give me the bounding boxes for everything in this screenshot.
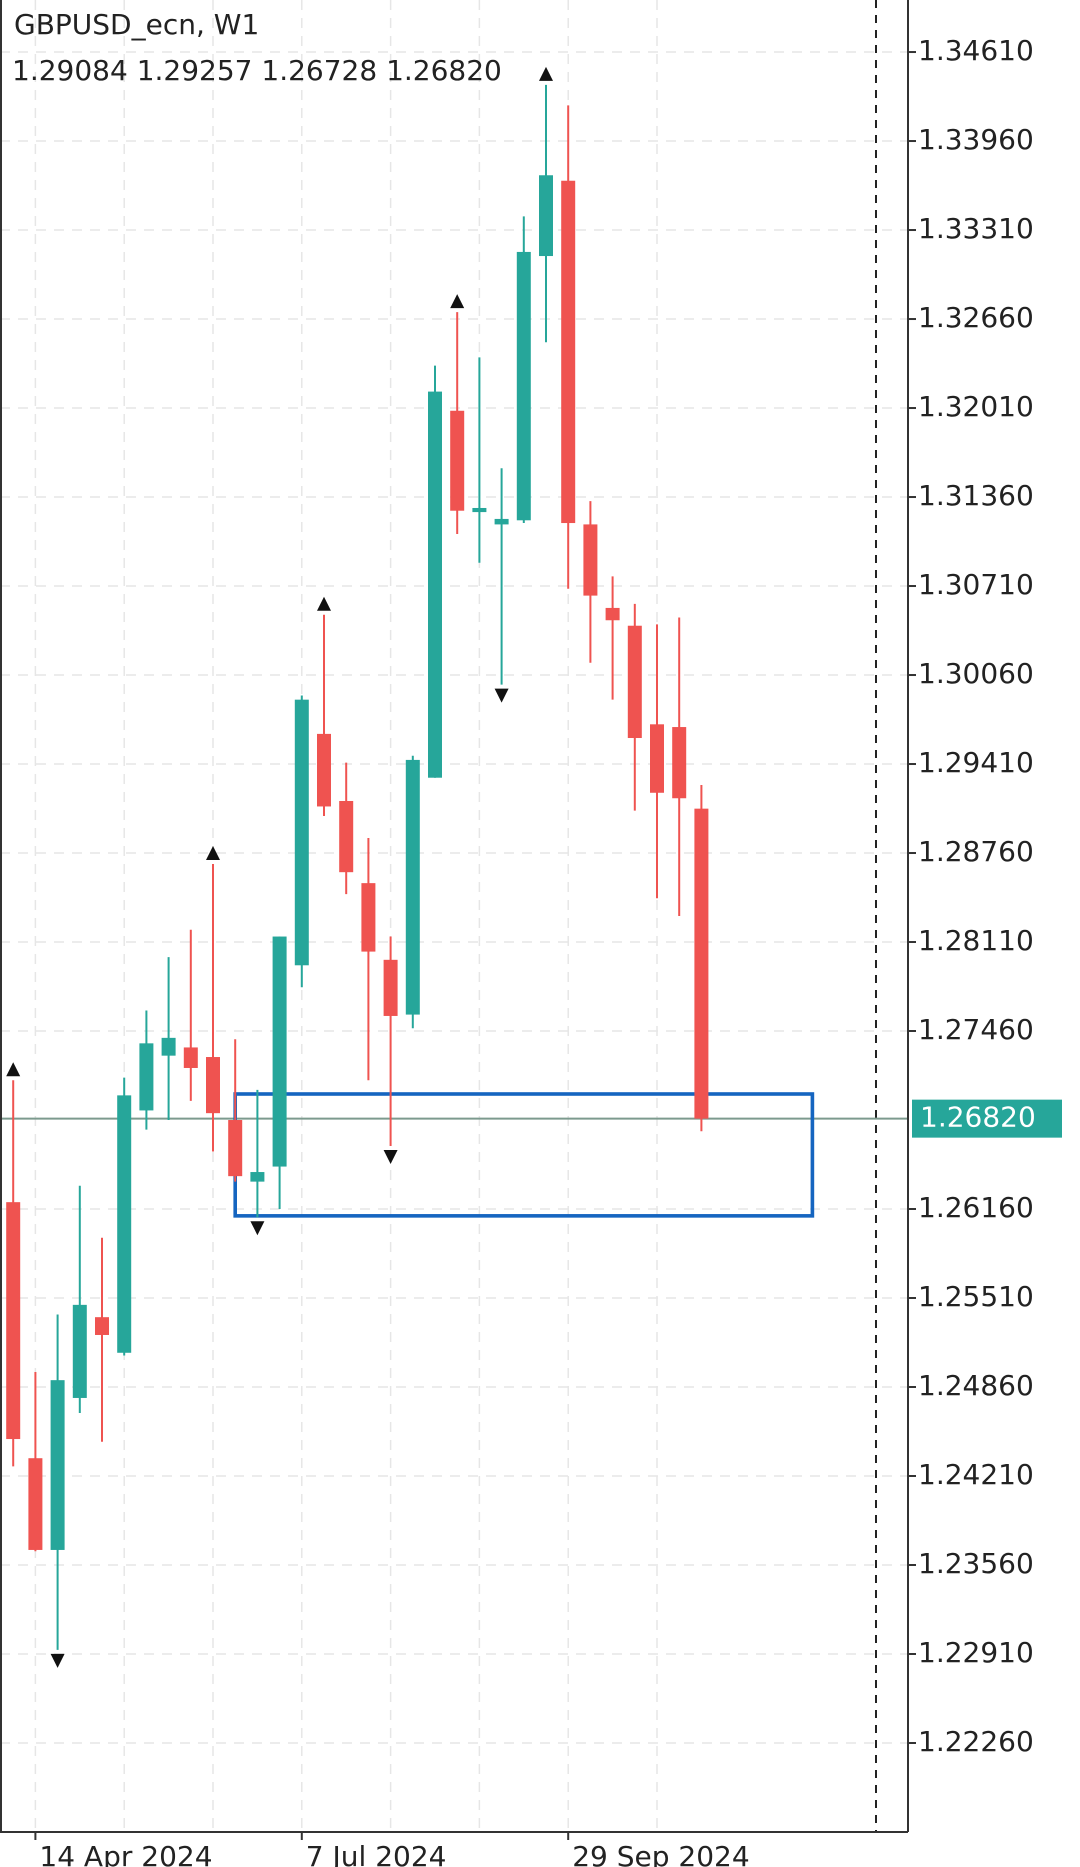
- fractal-up: [6, 1062, 21, 1077]
- fractal-down: [494, 688, 509, 703]
- candle-body: [672, 727, 687, 799]
- candle-body: [361, 883, 376, 952]
- y-tick-label: 1.31360: [918, 479, 1034, 512]
- chart-title: GBPUSD_ecn, W1: [14, 8, 259, 41]
- candle-body: [583, 524, 598, 596]
- candle-body: [117, 1095, 132, 1353]
- candle-body: [50, 1380, 65, 1550]
- x-tick-label: 14 Apr 2024: [39, 1840, 212, 1867]
- y-tick-label: 1.28760: [918, 835, 1034, 868]
- plot: [0, 0, 908, 1832]
- current-price-label: 1.26820: [920, 1101, 1036, 1134]
- candle-body: [139, 1043, 154, 1111]
- y-tick-label: 1.26160: [918, 1191, 1034, 1224]
- y-tick-label: 1.32010: [918, 390, 1034, 423]
- y-tick-label: 1.22260: [918, 1725, 1034, 1758]
- candle-body: [95, 1317, 109, 1335]
- candle-body: [494, 518, 509, 525]
- y-tick-label: 1.25510: [918, 1280, 1034, 1313]
- candle-body: [428, 391, 442, 778]
- candle-body: [627, 625, 642, 739]
- y-tick-label: 1.33960: [918, 123, 1034, 156]
- y-tick-label: 1.30060: [918, 657, 1034, 690]
- candle-body: [450, 410, 465, 511]
- y-tick-label: 1.22910: [918, 1636, 1034, 1669]
- candle-body: [317, 733, 331, 807]
- candle-body: [650, 724, 664, 793]
- candle-body: [6, 1202, 21, 1440]
- y-tick-label: 1.32660: [918, 301, 1034, 334]
- y-tick-label: 1.24210: [918, 1458, 1034, 1491]
- y-tick-label: 1.30710: [918, 568, 1034, 601]
- fractal-up: [539, 66, 553, 81]
- fractal-down: [250, 1221, 265, 1236]
- candle-body: [183, 1047, 198, 1068]
- candle-body: [161, 1037, 176, 1056]
- fractal-up: [206, 845, 220, 860]
- current-price-box: [912, 1099, 1062, 1138]
- candle-body: [272, 936, 287, 1167]
- candle-body: [516, 251, 531, 521]
- candle-body: [605, 607, 620, 621]
- x-tick-label: 7 Jul 2024: [306, 1840, 447, 1867]
- y-tick-label: 1.34610: [918, 34, 1034, 67]
- y-tick-label: 1.33310: [918, 212, 1034, 245]
- fractal-down: [50, 1653, 65, 1668]
- candle-body: [539, 175, 553, 257]
- y-tick-label: 1.27460: [918, 1013, 1034, 1046]
- y-tick-label: 1.23560: [918, 1547, 1034, 1580]
- y-tick-label: 1.24860: [918, 1369, 1034, 1402]
- y-tick-label: 1.29410: [918, 746, 1034, 779]
- ohlc-header: 1.29084 1.29257 1.26728 1.26820: [12, 54, 502, 87]
- candle-body: [228, 1120, 243, 1177]
- candle-body: [383, 959, 398, 1016]
- candle-body: [294, 699, 309, 966]
- candle-body: [694, 808, 709, 1119]
- candle-body: [561, 180, 576, 524]
- fractal-up: [317, 596, 331, 611]
- candle-body: [206, 1057, 220, 1114]
- candle-body: [405, 759, 420, 1015]
- x-tick-label: 29 Sep 2024: [572, 1840, 749, 1867]
- fractal-down: [383, 1150, 398, 1165]
- candle-body: [28, 1458, 43, 1550]
- candle-body: [72, 1304, 87, 1398]
- candle-body: [250, 1172, 265, 1182]
- y-tick-label: 1.28110: [918, 924, 1034, 957]
- candle-body: [472, 507, 487, 513]
- candle-body: [339, 800, 354, 873]
- fractal-up: [450, 294, 465, 309]
